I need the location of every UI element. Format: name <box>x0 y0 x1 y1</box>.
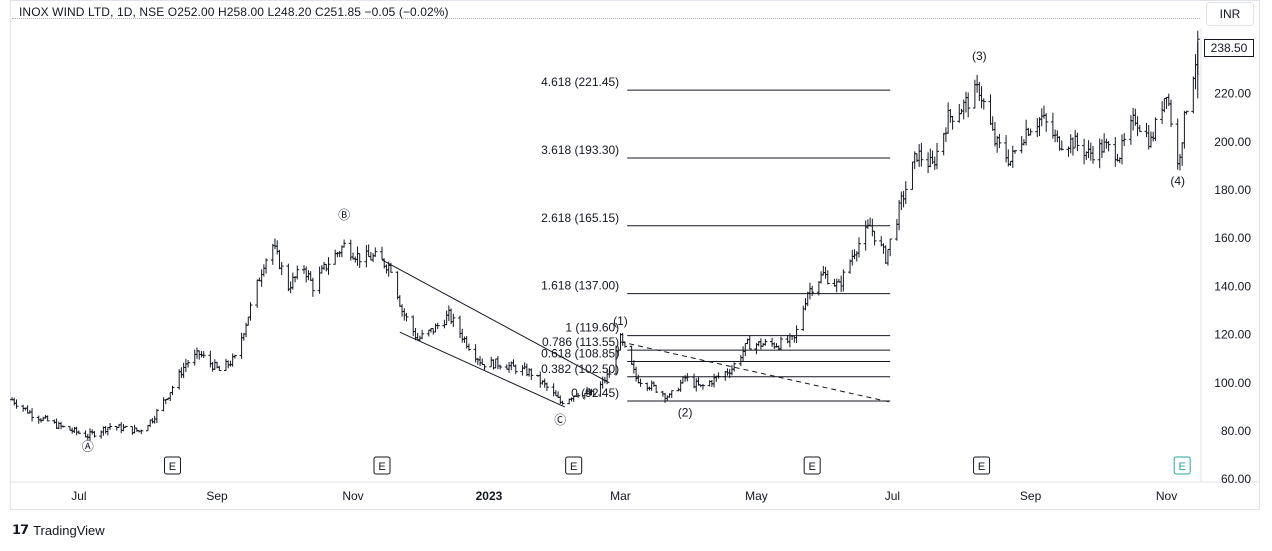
earnings-marker-label: E <box>378 461 385 473</box>
symbol-legend[interactable]: INOX WIND LTD, 1D, NSE O252.00 H258.00 L… <box>19 5 449 19</box>
legend-separator <box>12 18 1200 19</box>
fib-level-label: 3.618 (193.30) <box>541 143 619 157</box>
legend-symbol[interactable]: INOX WIND LTD <box>19 5 111 19</box>
y-tick-label: 180.00 <box>1214 183 1251 197</box>
legend-open: O252.00 <box>167 5 215 19</box>
wedge-upper-trendline <box>381 259 610 384</box>
wave-label: Ⓒ <box>554 413 566 427</box>
legend-exchange: NSE <box>139 5 165 19</box>
y-tick-label: 80.00 <box>1221 424 1251 438</box>
y-tick-label: 120.00 <box>1214 328 1251 342</box>
legend-interval: 1D <box>116 5 133 19</box>
legend-low: L248.20 <box>267 5 312 19</box>
legend-close: C251.85 <box>315 5 362 19</box>
earnings-marker-label: E <box>809 461 816 473</box>
earnings-marker <box>565 456 583 475</box>
wave-label: Ⓐ <box>82 439 94 453</box>
earnings-marker <box>803 456 821 475</box>
last-price-tag: 238.50 <box>1204 39 1254 57</box>
x-tick-label: Jul <box>885 489 900 503</box>
x-tick-label: Nov <box>1156 489 1177 503</box>
earnings-marker-label: E <box>169 461 176 473</box>
x-tick-label: May <box>745 489 768 503</box>
fib-level-label: 0.786 (113.55) <box>542 335 619 349</box>
tradingview-brand: TradingView <box>33 522 105 538</box>
legend-change: −0.05 (−0.02%) <box>364 5 449 19</box>
earnings-marker <box>973 456 991 475</box>
tradingview-logo[interactable]: 𝟭𝟳 TradingView <box>12 522 105 538</box>
x-tick-label: Nov <box>342 489 363 503</box>
wave-label: Ⓑ <box>338 208 350 222</box>
x-tick-label: Sep <box>206 489 228 503</box>
earnings-marker-label: E <box>570 461 577 473</box>
fib-level-label: 1 (119.60) <box>565 321 619 335</box>
chart-frame <box>10 0 1260 510</box>
earnings-marker-label: E <box>1178 461 1185 473</box>
wave-label: (3) <box>972 49 987 63</box>
earnings-marker-label: E <box>978 461 985 473</box>
fib-level-label: 0 (92.45) <box>571 386 619 400</box>
currency-button[interactable]: INR <box>1206 2 1254 26</box>
earnings-marker <box>1173 456 1191 475</box>
wave-label: (4) <box>1170 174 1185 188</box>
y-tick-label: 60.00 <box>1221 472 1251 486</box>
x-tick-label: 2023 <box>476 489 503 503</box>
wave-label: (1) <box>613 314 628 328</box>
x-tick-label: Sep <box>1020 489 1042 503</box>
x-tick-label: Mar <box>610 489 631 503</box>
legend-high: H258.00 <box>217 5 265 19</box>
y-tick-label: 140.00 <box>1214 279 1251 293</box>
y-tick-label: 160.00 <box>1214 231 1251 245</box>
wave-label: (2) <box>678 406 693 420</box>
fib-level-label: 0.618 (108.85) <box>541 346 619 360</box>
fib-level-label: 0.382 (102.50) <box>541 362 619 376</box>
dashed-trendline <box>620 341 891 403</box>
x-tick-label: Jul <box>71 489 86 503</box>
tradingview-logo-icon: 𝟭𝟳 <box>12 522 29 537</box>
fib-level-label: 1.618 (137.00) <box>541 279 619 293</box>
earnings-marker <box>373 456 391 475</box>
y-tick-label: 200.00 <box>1214 135 1251 149</box>
fib-level-label: 2.618 (165.15) <box>541 211 619 225</box>
fib-level-label: 4.618 (221.45) <box>541 75 619 89</box>
wedge-lower-trendline <box>399 331 565 408</box>
y-tick-label: 100.00 <box>1214 376 1251 390</box>
earnings-marker <box>163 456 181 475</box>
y-tick-label: 220.00 <box>1214 87 1251 101</box>
